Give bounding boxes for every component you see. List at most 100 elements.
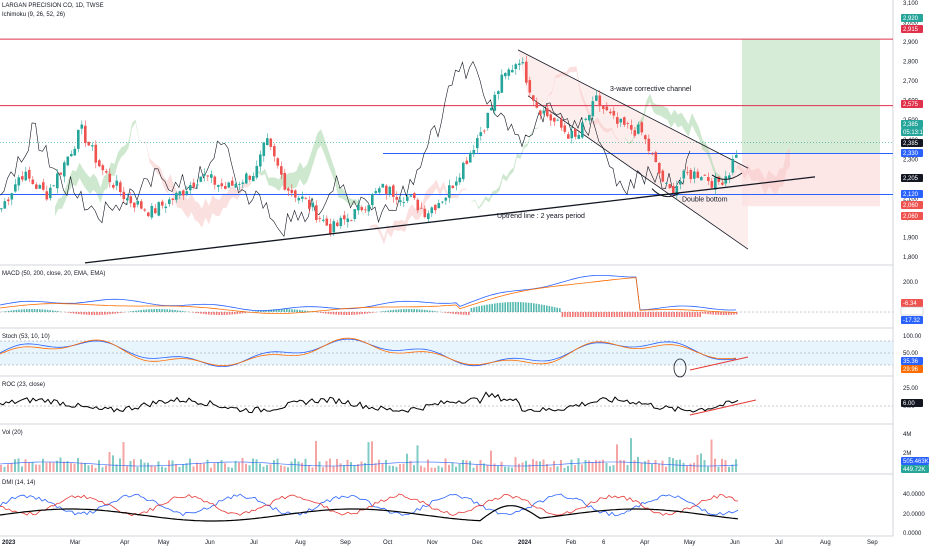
cloud-segment <box>443 181 447 198</box>
candle-body <box>0 208 3 210</box>
volume-bar <box>192 466 195 472</box>
macd-bar <box>20 309 23 312</box>
volume-bar <box>598 460 601 472</box>
candle-body <box>472 150 476 155</box>
price-badge-text: 2,060 <box>903 203 919 209</box>
candle-body <box>262 142 266 157</box>
macd-bar <box>639 312 642 317</box>
cloud-segment <box>188 193 192 219</box>
volume-bar <box>637 456 639 472</box>
volume-bar <box>0 464 2 472</box>
candle-body <box>178 191 182 196</box>
volume-bar <box>539 461 541 472</box>
macd-bar <box>145 309 148 312</box>
volume-bar <box>161 466 163 472</box>
macd-bar <box>585 312 587 317</box>
cloud-segment <box>461 188 465 192</box>
volume-bar <box>409 460 412 472</box>
price-badge <box>901 100 923 108</box>
macd-bar <box>431 310 434 312</box>
volume-bar <box>549 467 552 472</box>
macd-bar <box>171 309 174 312</box>
candle-body <box>189 185 192 191</box>
candle-body <box>94 144 98 163</box>
macd-bar <box>343 312 345 315</box>
candle-body <box>143 209 147 211</box>
candle-body <box>14 184 17 192</box>
candle-body <box>77 129 80 149</box>
volume-bar <box>444 458 447 472</box>
macd-bar <box>387 310 389 312</box>
cloud-segment <box>230 186 234 200</box>
candle-body <box>490 107 493 111</box>
volume-bar <box>493 463 496 472</box>
volume-bar <box>381 463 384 472</box>
channel-upper-line <box>517 49 749 169</box>
volume-bar <box>514 457 517 472</box>
macd-bar <box>611 312 613 317</box>
candle-body <box>206 175 210 177</box>
price-tick-label: 3,100 <box>903 1 919 7</box>
candle-body <box>668 184 672 189</box>
cloud-segment <box>755 167 759 182</box>
volume-bar <box>563 467 566 472</box>
candle-body <box>686 172 689 174</box>
candle-body <box>101 165 105 171</box>
volume-bar <box>434 467 436 472</box>
macd-bar <box>481 305 483 312</box>
price-tick-label: 3,000 <box>903 21 919 27</box>
macd-bar <box>527 302 530 312</box>
candle-body <box>633 130 637 136</box>
volume-bar <box>353 465 356 472</box>
volume-bar <box>182 464 184 472</box>
macd-bar <box>332 312 335 315</box>
cloud-segment <box>590 113 594 127</box>
candle-body <box>595 95 598 101</box>
cloud-segment <box>226 187 230 208</box>
volume-bar <box>38 464 41 472</box>
volume-bar <box>311 467 314 472</box>
macd-bar <box>122 312 124 313</box>
macd-bar <box>304 310 306 312</box>
dmi-tick-label: 20.0000 <box>903 512 925 518</box>
candle-body <box>259 154 262 167</box>
macd-bar <box>475 306 478 312</box>
macd-bar <box>631 312 634 317</box>
macd-bar <box>174 310 176 312</box>
volume-bar <box>654 460 657 472</box>
candle-body <box>45 191 49 200</box>
macd-bar <box>572 312 574 317</box>
macd-bar <box>650 312 652 317</box>
candle-body <box>717 176 721 182</box>
macd-bar <box>621 312 623 317</box>
macd-bar <box>426 310 428 312</box>
macd-bar <box>371 312 374 313</box>
macd-bar <box>405 309 408 312</box>
cloud-segment <box>93 173 97 194</box>
candle-body <box>647 138 651 152</box>
candle-body <box>98 160 101 167</box>
macd-badge-text: -17.32 <box>903 318 921 324</box>
candle-body <box>381 184 385 188</box>
macd-bar <box>608 312 610 317</box>
candle-body <box>49 187 52 199</box>
volume-bar <box>577 458 580 472</box>
candle-body <box>136 200 140 205</box>
volume-bar <box>49 461 51 472</box>
candle-body <box>462 162 465 180</box>
macd-bar <box>260 310 262 312</box>
time-tick-label: Dec <box>472 540 483 546</box>
price-badge-text: 2,920 <box>903 16 919 22</box>
volume-bar <box>406 453 408 472</box>
macd-bar <box>647 312 649 317</box>
volume-bar <box>31 462 34 472</box>
volume-bar <box>91 464 93 472</box>
cloud-segment <box>156 164 160 177</box>
volume-bar <box>686 465 688 472</box>
candle-body <box>59 172 63 175</box>
volume-bar <box>693 462 695 472</box>
volume-bar <box>73 463 76 472</box>
volume-bar <box>294 458 296 472</box>
macd-bar <box>101 312 103 315</box>
